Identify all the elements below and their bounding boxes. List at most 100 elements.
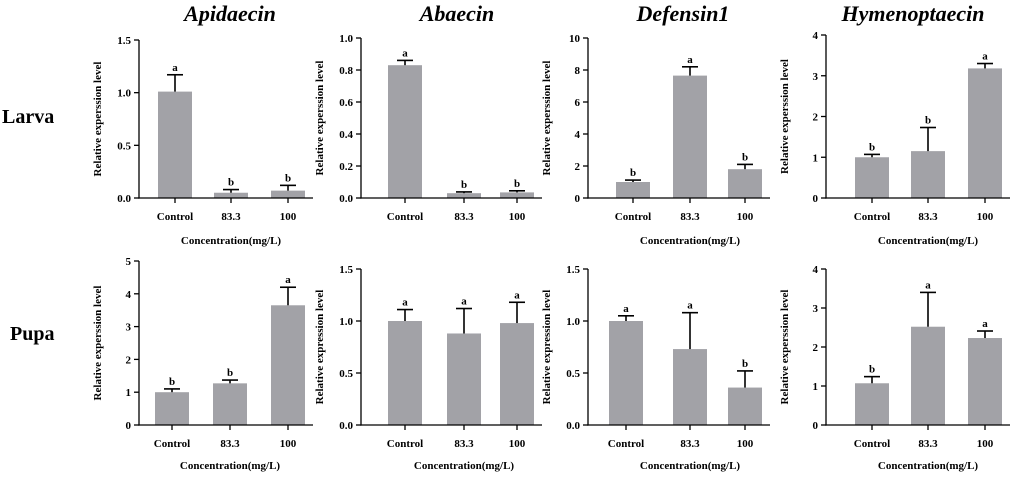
bar — [214, 192, 248, 198]
row-label-larva: Larva — [2, 106, 54, 128]
significance-label: a — [982, 51, 988, 63]
y-tick-label: 1 — [813, 152, 819, 164]
significance-label: a — [687, 54, 693, 66]
significance-label: a — [623, 303, 629, 315]
bar — [158, 91, 192, 198]
y-tick-label: 4 — [575, 129, 581, 141]
significance-label: b — [169, 376, 175, 388]
y-tick-label: 2 — [813, 342, 819, 354]
y-tick-label: 1.0 — [339, 316, 353, 328]
significance-label: b — [285, 172, 291, 184]
significance-label: a — [687, 300, 693, 312]
bar — [855, 383, 889, 425]
y-tick-label: 3 — [813, 71, 819, 83]
chart-panel: b b a 0 1 2 3 4 5 Control 83.3 100 Relative experssi… — [92, 256, 313, 472]
significance-label: b — [630, 167, 636, 179]
x-tick-label: 83.3 — [220, 438, 240, 450]
significance-label: b — [869, 364, 875, 376]
y-tick-label: 1 — [126, 387, 132, 399]
x-tick-label: Control — [615, 211, 651, 223]
bar — [609, 321, 643, 425]
y-tick-label: 1.0 — [566, 316, 580, 328]
x-axis-label: Concentration(mg/L) — [640, 235, 741, 247]
chart-panel: Apidaecin a b b 0.0 0.5 1.0 1.5 Control 83.3 100 Re… — [92, 1, 313, 247]
chart-panel: a a b 0.0 0.5 1.0 1.5 Control 83.3 100 Relative ex… — [541, 264, 770, 472]
bar — [616, 182, 650, 198]
x-tick-label: 100 — [280, 211, 297, 223]
x-axis-label: Concentration(mg/L) — [414, 460, 515, 472]
chart-title: Hymenoptaecin — [841, 1, 985, 26]
significance-label: b — [514, 178, 520, 190]
y-tick-label: 2 — [575, 161, 581, 173]
bar — [155, 392, 189, 425]
significance-label: b — [228, 177, 234, 189]
chart-panel: Defensin1 b a b 0 2 4 6 8 10 Control 83.3 100 Relativ… — [541, 1, 770, 247]
y-tick-label: 6 — [575, 97, 581, 109]
x-tick-label: 83.3 — [454, 211, 474, 223]
y-tick-label: 0.8 — [339, 65, 353, 77]
x-axis-label: Concentration(mg/L) — [878, 235, 979, 247]
y-tick-label: 0 — [813, 193, 819, 205]
y-axis-label: Relative experssion level — [779, 290, 791, 405]
chart-panel: a a a 0.0 0.5 1.0 1.5 Control 83.3 100 Relative ex… — [314, 264, 542, 472]
bar — [447, 193, 481, 198]
x-tick-label: Control — [854, 211, 890, 223]
x-tick-label: 83.3 — [680, 211, 700, 223]
x-axis-label: Concentration(mg/L) — [181, 235, 282, 247]
x-axis-label: Concentration(mg/L) — [878, 460, 979, 472]
y-tick-label: 3 — [126, 322, 132, 334]
bar — [500, 323, 534, 425]
chart-title: Apidaecin — [182, 1, 276, 26]
y-tick-label: 0.0 — [339, 193, 353, 205]
bar — [447, 333, 481, 425]
significance-label: a — [514, 289, 520, 301]
x-tick-label: 100 — [977, 438, 994, 450]
y-tick-label: 1.5 — [117, 35, 131, 47]
x-tick-label: 83.3 — [454, 438, 474, 450]
x-tick-label: 100 — [280, 438, 297, 450]
y-tick-label: 1.5 — [339, 264, 353, 276]
y-tick-label: 0.0 — [339, 420, 353, 432]
y-tick-label: 0 — [813, 420, 819, 432]
x-tick-label: 100 — [737, 211, 754, 223]
x-tick-label: Control — [854, 438, 890, 450]
significance-label: a — [285, 274, 291, 286]
y-axis-label: Relative experssion level — [92, 286, 104, 401]
row-label-pupa: Pupa — [10, 323, 54, 345]
bar — [271, 190, 305, 198]
chart-panel: Hymenoptaecin b b a 0 1 2 3 4 Control 83.3 100 Relat… — [779, 1, 1010, 247]
bar — [911, 326, 945, 425]
y-axis-label: Relative expression level — [541, 290, 553, 405]
bar — [388, 321, 422, 425]
chart-title: Abaecin — [418, 1, 495, 26]
x-tick-label: Control — [157, 211, 193, 223]
significance-label: a — [461, 296, 467, 308]
significance-label: a — [402, 297, 408, 309]
x-axis-label: Concentration(mg/L) — [640, 460, 741, 472]
y-tick-label: 2 — [813, 112, 819, 124]
significance-label: a — [982, 318, 988, 330]
y-tick-label: 0.5 — [339, 368, 353, 380]
y-tick-label: 0.6 — [339, 97, 353, 109]
y-tick-label: 4 — [126, 289, 132, 301]
bar — [728, 169, 762, 198]
x-tick-label: Control — [387, 211, 423, 223]
significance-label: b — [742, 358, 748, 370]
x-tick-label: 100 — [977, 211, 994, 223]
x-axis-label: Concentration(mg/L) — [180, 460, 281, 472]
significance-label: b — [227, 367, 233, 379]
bar — [911, 151, 945, 198]
y-tick-label: 1.0 — [339, 33, 353, 45]
bar — [271, 305, 305, 425]
bar — [673, 75, 707, 198]
y-tick-label: 5 — [126, 256, 132, 268]
y-tick-label: 0.2 — [339, 161, 353, 173]
x-tick-label: Control — [387, 438, 423, 450]
x-tick-label: 100 — [509, 438, 526, 450]
significance-label: b — [742, 151, 748, 163]
y-axis-label: Relative experssion level — [314, 61, 326, 176]
y-axis-label: Relative experssion level — [541, 61, 553, 176]
significance-label: a — [172, 62, 178, 74]
